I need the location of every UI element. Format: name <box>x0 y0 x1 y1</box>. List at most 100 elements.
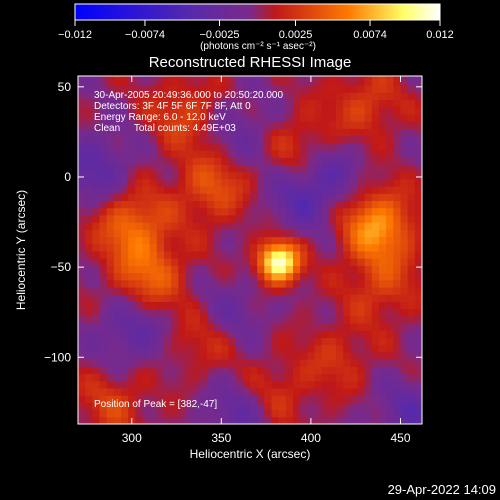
heatmap-cell <box>121 272 129 281</box>
heatmap-cell <box>271 76 280 79</box>
heatmap-cell <box>164 301 172 310</box>
heatmap-cell <box>185 409 194 418</box>
heatmap-cell <box>121 149 129 158</box>
heatmap-cell <box>321 359 330 367</box>
heatmap-cell <box>293 351 301 360</box>
heatmap-cell <box>357 76 366 79</box>
heatmap-cell <box>271 323 280 331</box>
heatmap-cell <box>156 265 165 274</box>
heatmap-cell <box>207 272 215 281</box>
heatmap-cell <box>407 185 416 194</box>
heatmap-cell <box>135 359 144 367</box>
heatmap-cell <box>164 265 172 274</box>
heatmap-cell <box>379 142 387 151</box>
heatmap-cell <box>113 315 122 324</box>
heatmap-cell <box>400 222 409 230</box>
heatmap-cell <box>343 286 351 295</box>
heatmap-cell <box>400 92 409 101</box>
heatmap-cell <box>314 416 323 424</box>
heatmap-cell <box>199 77 208 86</box>
heatmap-cell <box>321 337 330 346</box>
heatmap-cell <box>171 380 179 389</box>
heatmap-cell <box>264 185 273 194</box>
heatmap-cell <box>278 380 287 389</box>
heatmap-cell <box>135 178 144 187</box>
heatmap-cell <box>336 366 344 375</box>
heatmap-cell <box>364 128 373 137</box>
heatmap-cell <box>142 77 151 86</box>
heatmap-cell <box>92 416 101 424</box>
heatmap-cell <box>343 409 351 418</box>
heatmap-cell <box>285 76 294 79</box>
heatmap-cell <box>285 416 294 424</box>
x-tick-label: 450 <box>390 431 410 445</box>
heatmap-cell <box>414 366 422 375</box>
heatmap-cell <box>156 344 165 353</box>
heatmap-cell <box>328 330 337 339</box>
heatmap-cell <box>336 157 344 165</box>
heatmap-cell <box>250 351 258 360</box>
heatmap-cell <box>379 92 387 101</box>
heatmap-cell <box>164 128 172 137</box>
heatmap-cell <box>106 85 115 93</box>
heatmap-cell <box>343 200 351 209</box>
heatmap-cell <box>314 171 323 180</box>
heatmap-cell <box>156 157 165 165</box>
heatmap-cell <box>221 402 230 411</box>
heatmap-cell <box>250 308 258 317</box>
heatmap-cell <box>178 77 187 86</box>
heatmap-cell <box>343 265 351 274</box>
heatmap-cell <box>264 236 273 245</box>
heatmap-cell <box>185 416 194 424</box>
heatmap-cell <box>393 229 402 238</box>
heatmap-cell <box>314 193 323 202</box>
heatmap-cell <box>285 106 294 115</box>
heatmap-cell <box>343 380 351 389</box>
heatmap-cell <box>185 279 194 288</box>
heatmap-cell <box>171 265 179 274</box>
heatmap-cell <box>164 85 172 93</box>
heatmap-cell <box>321 193 330 202</box>
heatmap-cell <box>228 286 237 295</box>
heatmap-cell <box>379 272 387 281</box>
heatmap-cell <box>393 157 402 165</box>
heatmap-cell <box>207 236 215 245</box>
heatmap-cell <box>350 366 359 375</box>
heatmap-cell <box>371 344 380 353</box>
heatmap-cell <box>121 207 129 216</box>
heatmap-cell <box>307 85 316 93</box>
heatmap-cell <box>142 178 151 187</box>
heatmap-cell <box>228 200 237 209</box>
heatmap-cell <box>228 373 237 382</box>
heatmap-cell <box>336 135 344 144</box>
heatmap-cell <box>149 214 158 223</box>
heatmap-cell <box>364 323 373 331</box>
heatmap-cell <box>300 222 308 230</box>
heatmap-cell <box>357 171 366 180</box>
heatmap-cell <box>314 229 323 238</box>
heatmap-cell <box>164 286 172 295</box>
heatmap-cell <box>185 323 194 331</box>
heatmap-cell <box>271 236 280 245</box>
heatmap-cell <box>350 157 359 165</box>
heatmap-cell <box>400 185 409 194</box>
heatmap-cell <box>357 315 366 324</box>
heatmap-cell <box>293 272 301 281</box>
heatmap-cell <box>257 409 265 418</box>
heatmap-cell <box>156 279 165 288</box>
heatmap-cell <box>278 92 287 101</box>
heatmap-cell <box>106 222 115 230</box>
heatmap-cell <box>407 236 416 245</box>
heatmap-cell <box>257 272 265 281</box>
heatmap-cell <box>78 207 86 216</box>
heatmap-cell <box>121 308 129 317</box>
heatmap-cell <box>149 344 158 353</box>
heatmap-cell <box>293 121 301 129</box>
heatmap-cell <box>221 135 230 144</box>
heatmap-cell <box>135 337 144 346</box>
heatmap-cell <box>357 373 366 382</box>
heatmap-cell <box>379 315 387 324</box>
heatmap-cell <box>128 395 136 403</box>
heatmap-cell <box>414 294 422 302</box>
heatmap-cell <box>393 272 402 281</box>
